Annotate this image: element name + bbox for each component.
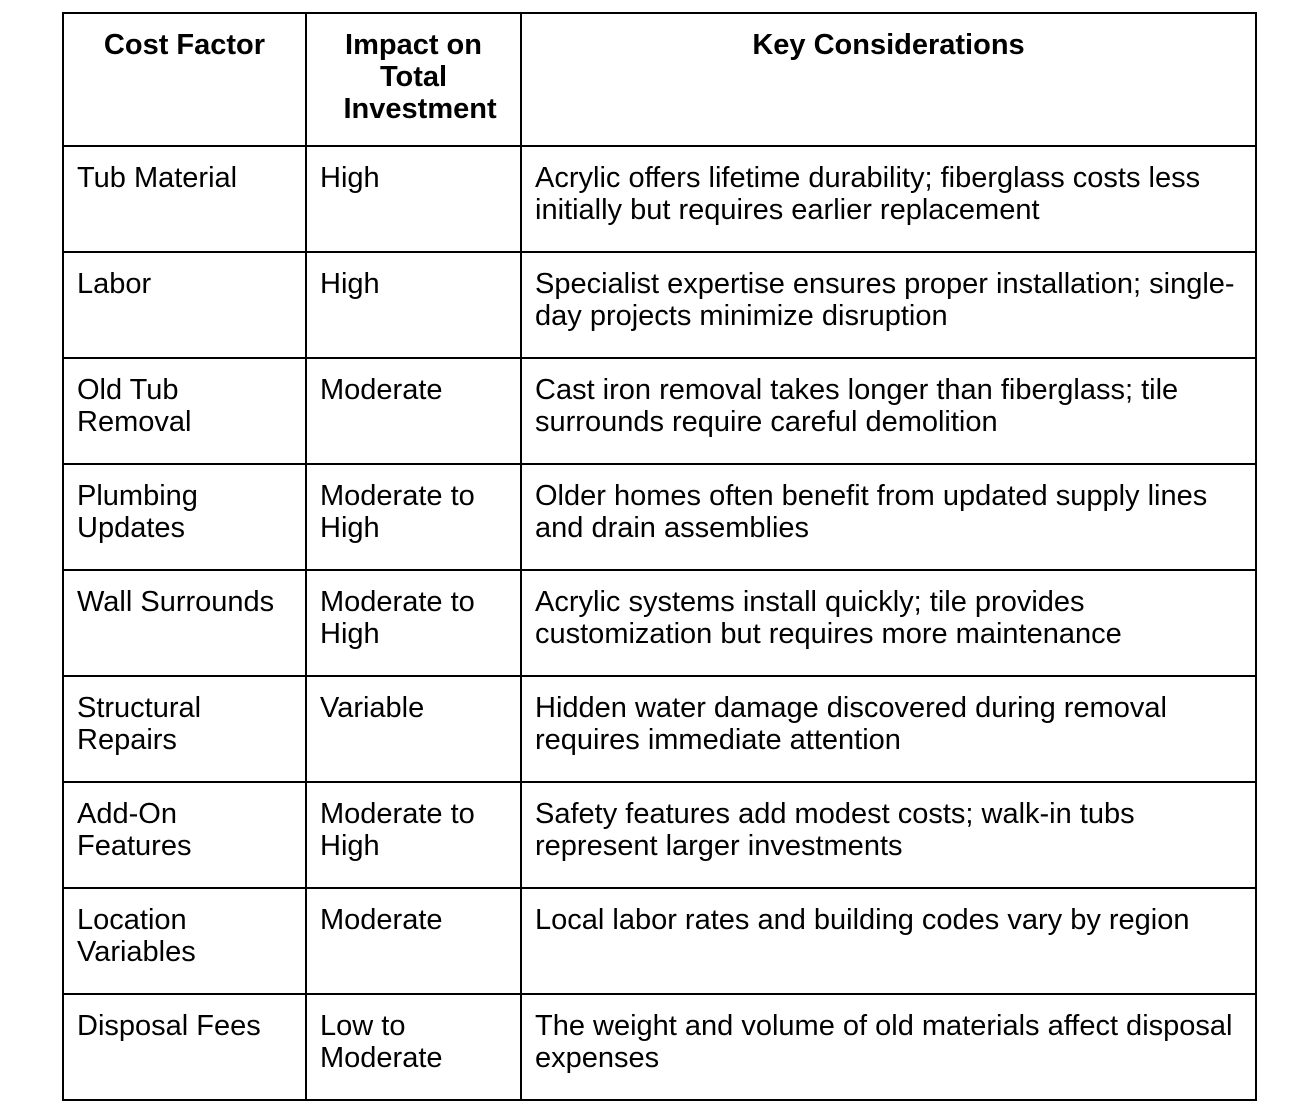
table-row: Structural Repairs Variable Hidden water d… (62, 675, 1257, 783)
considerations-cell: The weight and volume of old materials a… (520, 993, 1257, 1101)
cost-factor-cell: Location Variables (62, 887, 307, 995)
impact-cell: Moderate to High (305, 781, 522, 889)
table-row: Labor High Specialist expertise ensures pr… (62, 251, 1257, 359)
cost-factor-cell: Tub Material (62, 145, 307, 253)
table-row: Old Tub Removal Moderate Cast iron removal… (62, 357, 1257, 465)
header-impact: Impact on Total Investment (305, 12, 522, 147)
impact-cell: Moderate to High (305, 463, 522, 571)
header-key-considerations-label: Key Considerations (752, 29, 1025, 61)
impact-cell: High (305, 251, 522, 359)
cost-factor-cell: Wall Surrounds (62, 569, 307, 677)
impact-cell: Moderate (305, 357, 522, 465)
considerations-cell: Cast iron removal takes longer than fibe… (520, 357, 1257, 465)
cost-factor-cell: Disposal Fees (62, 993, 307, 1101)
cost-factor-cell: Old Tub Removal (62, 357, 307, 465)
impact-cell: High (305, 145, 522, 253)
considerations-cell: Older homes often benefit from updated s… (520, 463, 1257, 571)
considerations-cell: Acrylic systems install quickly; tile pr… (520, 569, 1257, 677)
header-key-considerations: Key Considerations (520, 12, 1257, 147)
cost-factor-cell: Add-On Features (62, 781, 307, 889)
table-row: Disposal Fees Low to Moderate The weight a… (62, 993, 1257, 1101)
impact-cell: Variable (305, 675, 522, 783)
table-row: Plumbing Updates Moderate to High Older ho… (62, 463, 1257, 571)
considerations-cell: Local labor rates and building codes var… (520, 887, 1257, 995)
impact-cell: Low to Moderate (305, 993, 522, 1101)
cost-factor-cell: Plumbing Updates (62, 463, 307, 571)
table-header-row: Cost Factor Impact on Total Investment K… (62, 12, 1257, 147)
considerations-cell: Safety features add modest costs; walk-i… (520, 781, 1257, 889)
table-row: Tub Material High Acrylic offers lifetime … (62, 145, 1257, 253)
table-body: Tub Material High Acrylic offers lifetime … (62, 145, 1257, 1101)
considerations-cell: Acrylic offers lifetime durability; fibe… (520, 145, 1257, 253)
header-cost-factor: Cost Factor (62, 12, 307, 147)
cost-factors-table: Cost Factor Impact on Total Investment K… (62, 12, 1257, 1101)
table-row: Wall Surrounds Moderate to High Acrylic sy… (62, 569, 1257, 677)
considerations-cell: Specialist expertise ensures proper inst… (520, 251, 1257, 359)
impact-cell: Moderate to High (305, 569, 522, 677)
impact-cell: Moderate (305, 887, 522, 995)
header-impact-label: Impact on Total Investment (343, 29, 497, 125)
cost-factor-cell: Labor (62, 251, 307, 359)
considerations-cell: Hidden water damage discovered during re… (520, 675, 1257, 783)
cost-factor-cell: Structural Repairs (62, 675, 307, 783)
header-cost-factor-label: Cost Factor (103, 29, 266, 61)
table-row: Add-On Features Moderate to High Safety fe… (62, 781, 1257, 889)
table-row: Location Variables Moderate Local labor ra… (62, 887, 1257, 995)
